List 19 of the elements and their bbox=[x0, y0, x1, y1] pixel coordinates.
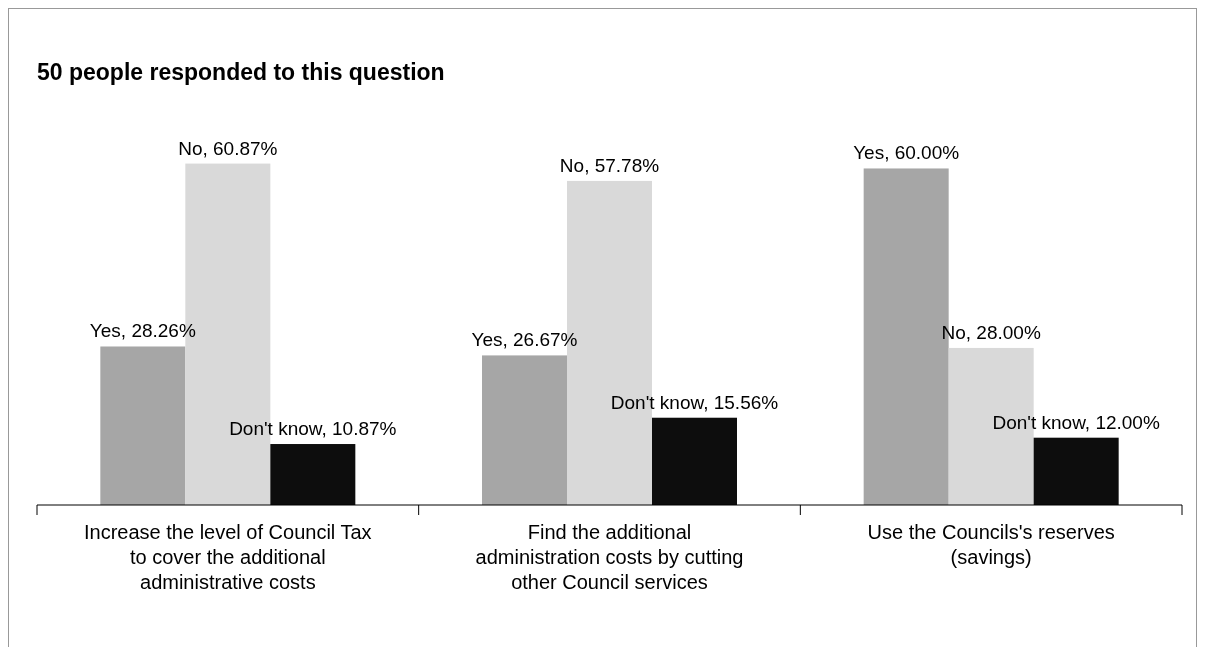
data-label: Yes, 26.67% bbox=[471, 329, 578, 351]
data-label: Yes, 60.00% bbox=[853, 142, 960, 164]
x-tick-label: Increase the level of Council Tax to cover the additional administrative costs bbox=[84, 521, 372, 593]
x-tick-label: Find the additional administration costs by cutting other Council services bbox=[475, 521, 744, 593]
data-label: No, 57.78% bbox=[559, 154, 660, 176]
data-label: Don't know, 15.56% bbox=[610, 391, 779, 413]
data-label: Don't know, 12.00% bbox=[992, 411, 1160, 433]
data-label: Yes, 28.26% bbox=[89, 320, 196, 342]
bar bbox=[1033, 437, 1119, 505]
data-label: No, 28.00% bbox=[941, 321, 1041, 343]
x-tick-label: Use the Councils's reserves (savings) bbox=[867, 521, 1115, 568]
bar bbox=[948, 347, 1034, 505]
data-label: Don't know, 10.87% bbox=[229, 418, 397, 440]
bar bbox=[100, 346, 186, 505]
bar bbox=[482, 355, 567, 505]
chart-title: 50 people responded to this question bbox=[37, 59, 445, 85]
bar bbox=[270, 444, 356, 505]
data-label: No, 60.87% bbox=[178, 137, 278, 159]
bar bbox=[652, 417, 737, 505]
